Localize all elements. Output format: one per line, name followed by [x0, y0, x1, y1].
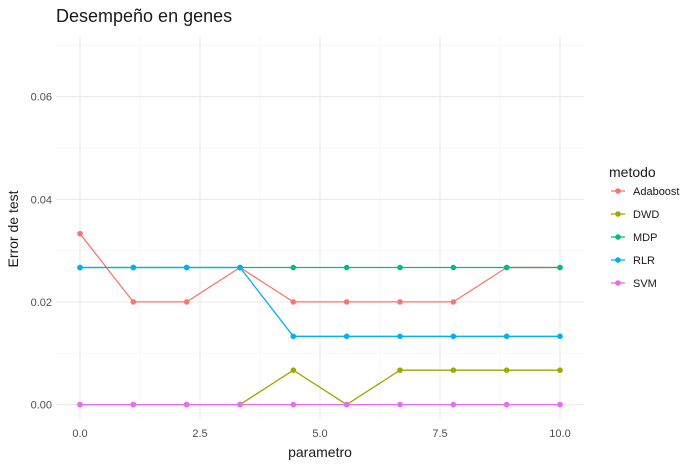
y-tick-label: 0.04 [31, 194, 52, 206]
legend-item-svm: SVM [611, 278, 657, 290]
data-point-mdp [450, 264, 457, 271]
data-point-rlr [397, 333, 403, 340]
legend-key-point [615, 188, 621, 194]
data-point-svm [397, 401, 403, 408]
series-svm [77, 401, 563, 408]
y-tick-label: 0.06 [31, 92, 52, 104]
x-tick-label: 7.5 [432, 428, 447, 440]
data-point-dwd [290, 367, 297, 374]
data-point-adaboost [77, 230, 83, 237]
legend-key-point [615, 257, 621, 263]
data-point-adaboost [130, 299, 137, 305]
data-point-dwd [557, 367, 563, 374]
data-point-svm [237, 401, 243, 408]
data-point-rlr [183, 264, 190, 271]
grid [56, 35, 584, 420]
data-point-svm [290, 401, 297, 408]
legend-key-point [615, 234, 621, 240]
series-line-adaboost [79, 233, 560, 303]
data-point-rlr [503, 333, 510, 340]
x-tick-label: 2.5 [192, 428, 207, 440]
data-point-mdp [397, 264, 403, 271]
data-point-mdp [557, 264, 563, 271]
y-axis-title: Error de test [5, 190, 21, 267]
data-point-rlr [237, 264, 243, 271]
legend: metodo Adaboost DWD MDP RLR SVM [609, 164, 679, 290]
x-tick-label: 0.0 [72, 428, 87, 440]
legend-label-svm: SVM [633, 278, 657, 290]
x-axis-title: parametro [288, 444, 352, 460]
legend-label-dwd: DWD [633, 209, 659, 221]
data-point-svm [343, 401, 350, 408]
y-tick-label: 0.00 [31, 400, 52, 412]
data-point-svm [183, 401, 190, 408]
data-point-svm [450, 401, 457, 408]
series-group [77, 230, 563, 408]
data-point-adaboost [343, 299, 350, 305]
legend-item-dwd: DWD [611, 209, 659, 221]
data-point-adaboost [450, 299, 457, 305]
data-point-rlr [557, 333, 563, 340]
data-point-dwd [397, 367, 403, 374]
legend-label-rlr: RLR [633, 255, 655, 267]
legend-item-adaboost: Adaboost [611, 186, 679, 198]
x-axis-ticks: 0.0 2.5 5.0 7.5 10.0 [72, 428, 570, 440]
legend-label-mdp: MDP [633, 232, 657, 244]
x-tick-label: 5.0 [312, 428, 327, 440]
legend-key-point [615, 211, 621, 217]
data-point-mdp [290, 264, 297, 271]
series-line-rlr [80, 266, 560, 337]
data-point-mdp [343, 264, 350, 271]
data-point-svm [557, 401, 563, 408]
data-point-rlr [130, 264, 137, 271]
data-point-svm [130, 401, 137, 408]
data-point-adaboost [183, 299, 190, 305]
legend-item-rlr: RLR [611, 255, 655, 267]
y-tick-label: 0.02 [31, 297, 52, 309]
data-point-mdp [503, 264, 510, 271]
data-point-svm [503, 401, 510, 408]
legend-title: metodo [609, 164, 656, 180]
x-tick-label: 10.0 [549, 428, 570, 440]
data-point-dwd [450, 367, 457, 374]
data-point-svm [77, 401, 83, 408]
data-point-adaboost [290, 299, 297, 305]
legend-key-point [615, 280, 621, 286]
legend-item-mdp: MDP [611, 232, 657, 244]
data-point-adaboost [397, 299, 403, 305]
series-rlr [77, 264, 563, 340]
data-point-rlr [450, 333, 457, 340]
y-axis-ticks: 0.00 0.02 0.04 0.06 [31, 92, 52, 412]
data-point-rlr [343, 333, 350, 340]
legend-label-adaboost: Adaboost [633, 186, 679, 198]
data-point-rlr [290, 333, 297, 340]
chart-title: Desempeño en genes [56, 6, 232, 26]
data-point-rlr [77, 264, 83, 271]
data-point-dwd [503, 367, 510, 374]
